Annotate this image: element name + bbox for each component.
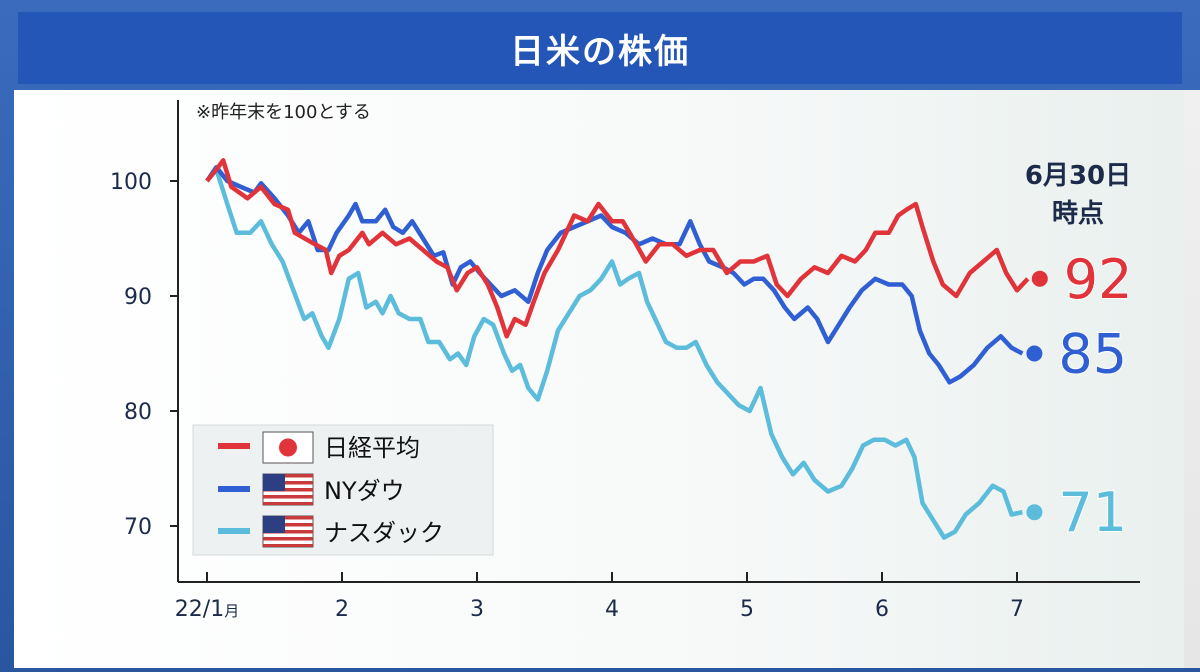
y-tick-label: 100 [110, 170, 152, 195]
series-end-label-nasdaq: 71 [1058, 481, 1127, 544]
usa-flag-icon [262, 515, 314, 548]
series-end-label-nikkei: 92 [1064, 248, 1133, 311]
y-tick-label: 90 [124, 285, 152, 310]
x-tick-label: 2 [335, 597, 349, 622]
x-tick-label: 6 [875, 597, 889, 622]
chart-note: ※昨年末を100とする [196, 102, 371, 123]
legend: 日経平均 NYダウ ナスダック [192, 424, 494, 556]
legend-label-nikkei: 日経平均 [324, 434, 420, 462]
side-edge [1184, 90, 1200, 668]
y-ticks: 70 80 90 100 [110, 170, 178, 540]
series-line-nikkei [205, 158, 1030, 339]
x-tick-label: 22/1月 [175, 597, 239, 622]
y-tick-label: 80 [124, 400, 152, 425]
y-tick-label: 70 [124, 515, 152, 540]
series-endpoint-nasdaq [1026, 504, 1043, 521]
japan-flag-icon [262, 431, 314, 464]
series-endpoint-nikkei [1031, 270, 1048, 287]
series-end-label-dow: 85 [1058, 323, 1127, 386]
date-label: 6月30日 [1025, 161, 1131, 191]
page-title: 日米の株価 [18, 12, 1182, 84]
series-endpoint-dow [1026, 345, 1043, 362]
usa-flag-icon [262, 473, 314, 506]
series-lines: 71 85 92 [205, 158, 1134, 545]
series-line-dow [205, 164, 1024, 385]
x-tick-label: 7 [1010, 597, 1024, 622]
chart-panel [14, 90, 1184, 668]
series-line-nasdaq [205, 167, 1023, 540]
legend-label-nasdaq: ナスダック [324, 519, 444, 547]
x-tick-label: 4 [605, 597, 619, 622]
legend-label-dow: NYダウ [324, 477, 405, 505]
date-label-sub: 時点 [1052, 198, 1104, 229]
x-ticks: 22/1月 2 3 4 5 6 7 [175, 572, 1024, 622]
x-tick-label: 3 [470, 597, 484, 622]
x-tick-label: 5 [740, 597, 754, 622]
